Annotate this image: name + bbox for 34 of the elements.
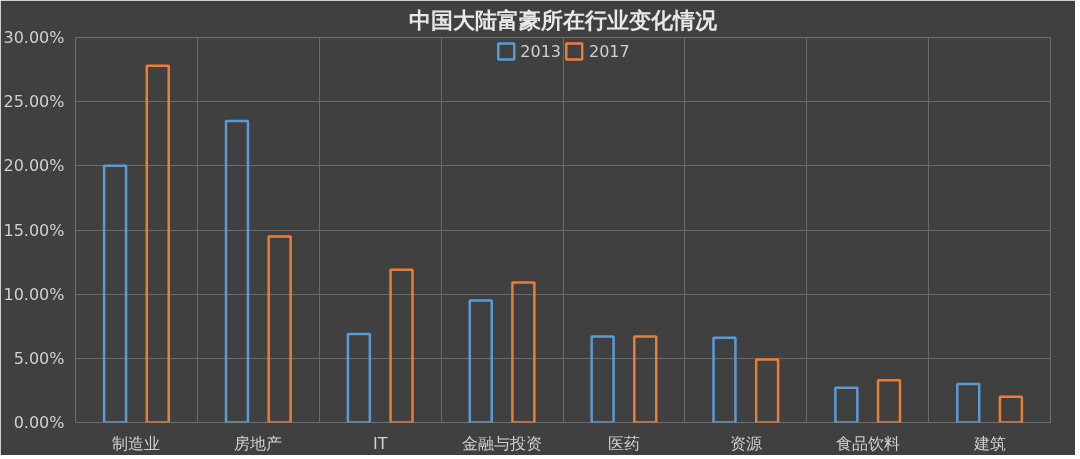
bar [511,281,536,423]
bar [389,268,414,423]
bar [998,395,1024,423]
y-tick-label: 30.00% [3,28,65,47]
bar [633,335,658,423]
y-tick-label: 10.00% [3,284,65,304]
x-tick-label: 资源 [729,433,762,453]
bar [754,358,780,423]
legend-label: 2017 [589,41,630,61]
bar [346,332,372,423]
bar [145,64,170,423]
y-tick-label: 15.00% [3,220,65,240]
x-tick-label: 医药 [607,433,640,453]
bar [712,336,737,423]
bar [956,382,981,423]
x-tick-label: 制造业 [112,433,161,453]
bar [590,335,615,423]
y-tick-label: 20.00% [3,156,65,176]
x-tick-label: 房地产 [234,433,283,453]
y-tick-label: 0.00% [13,413,65,432]
bar [102,164,128,423]
bar [834,386,859,423]
legend-label: 2013 [520,41,561,61]
y-tick-label: 5.00% [13,348,65,368]
x-tick-label: IT [372,433,388,453]
x-tick-label: 金融与投资 [462,433,543,453]
bar [267,235,292,423]
bar [224,119,250,423]
bar [876,378,902,423]
chart-title: 中国大陆富豪所在行业变化情况 [409,7,718,33]
x-tick-label: 食品饮料 [835,433,900,453]
y-tick-label: 25.00% [3,92,65,112]
x-tick-label: 建筑 [972,433,1006,453]
bar [468,299,493,423]
